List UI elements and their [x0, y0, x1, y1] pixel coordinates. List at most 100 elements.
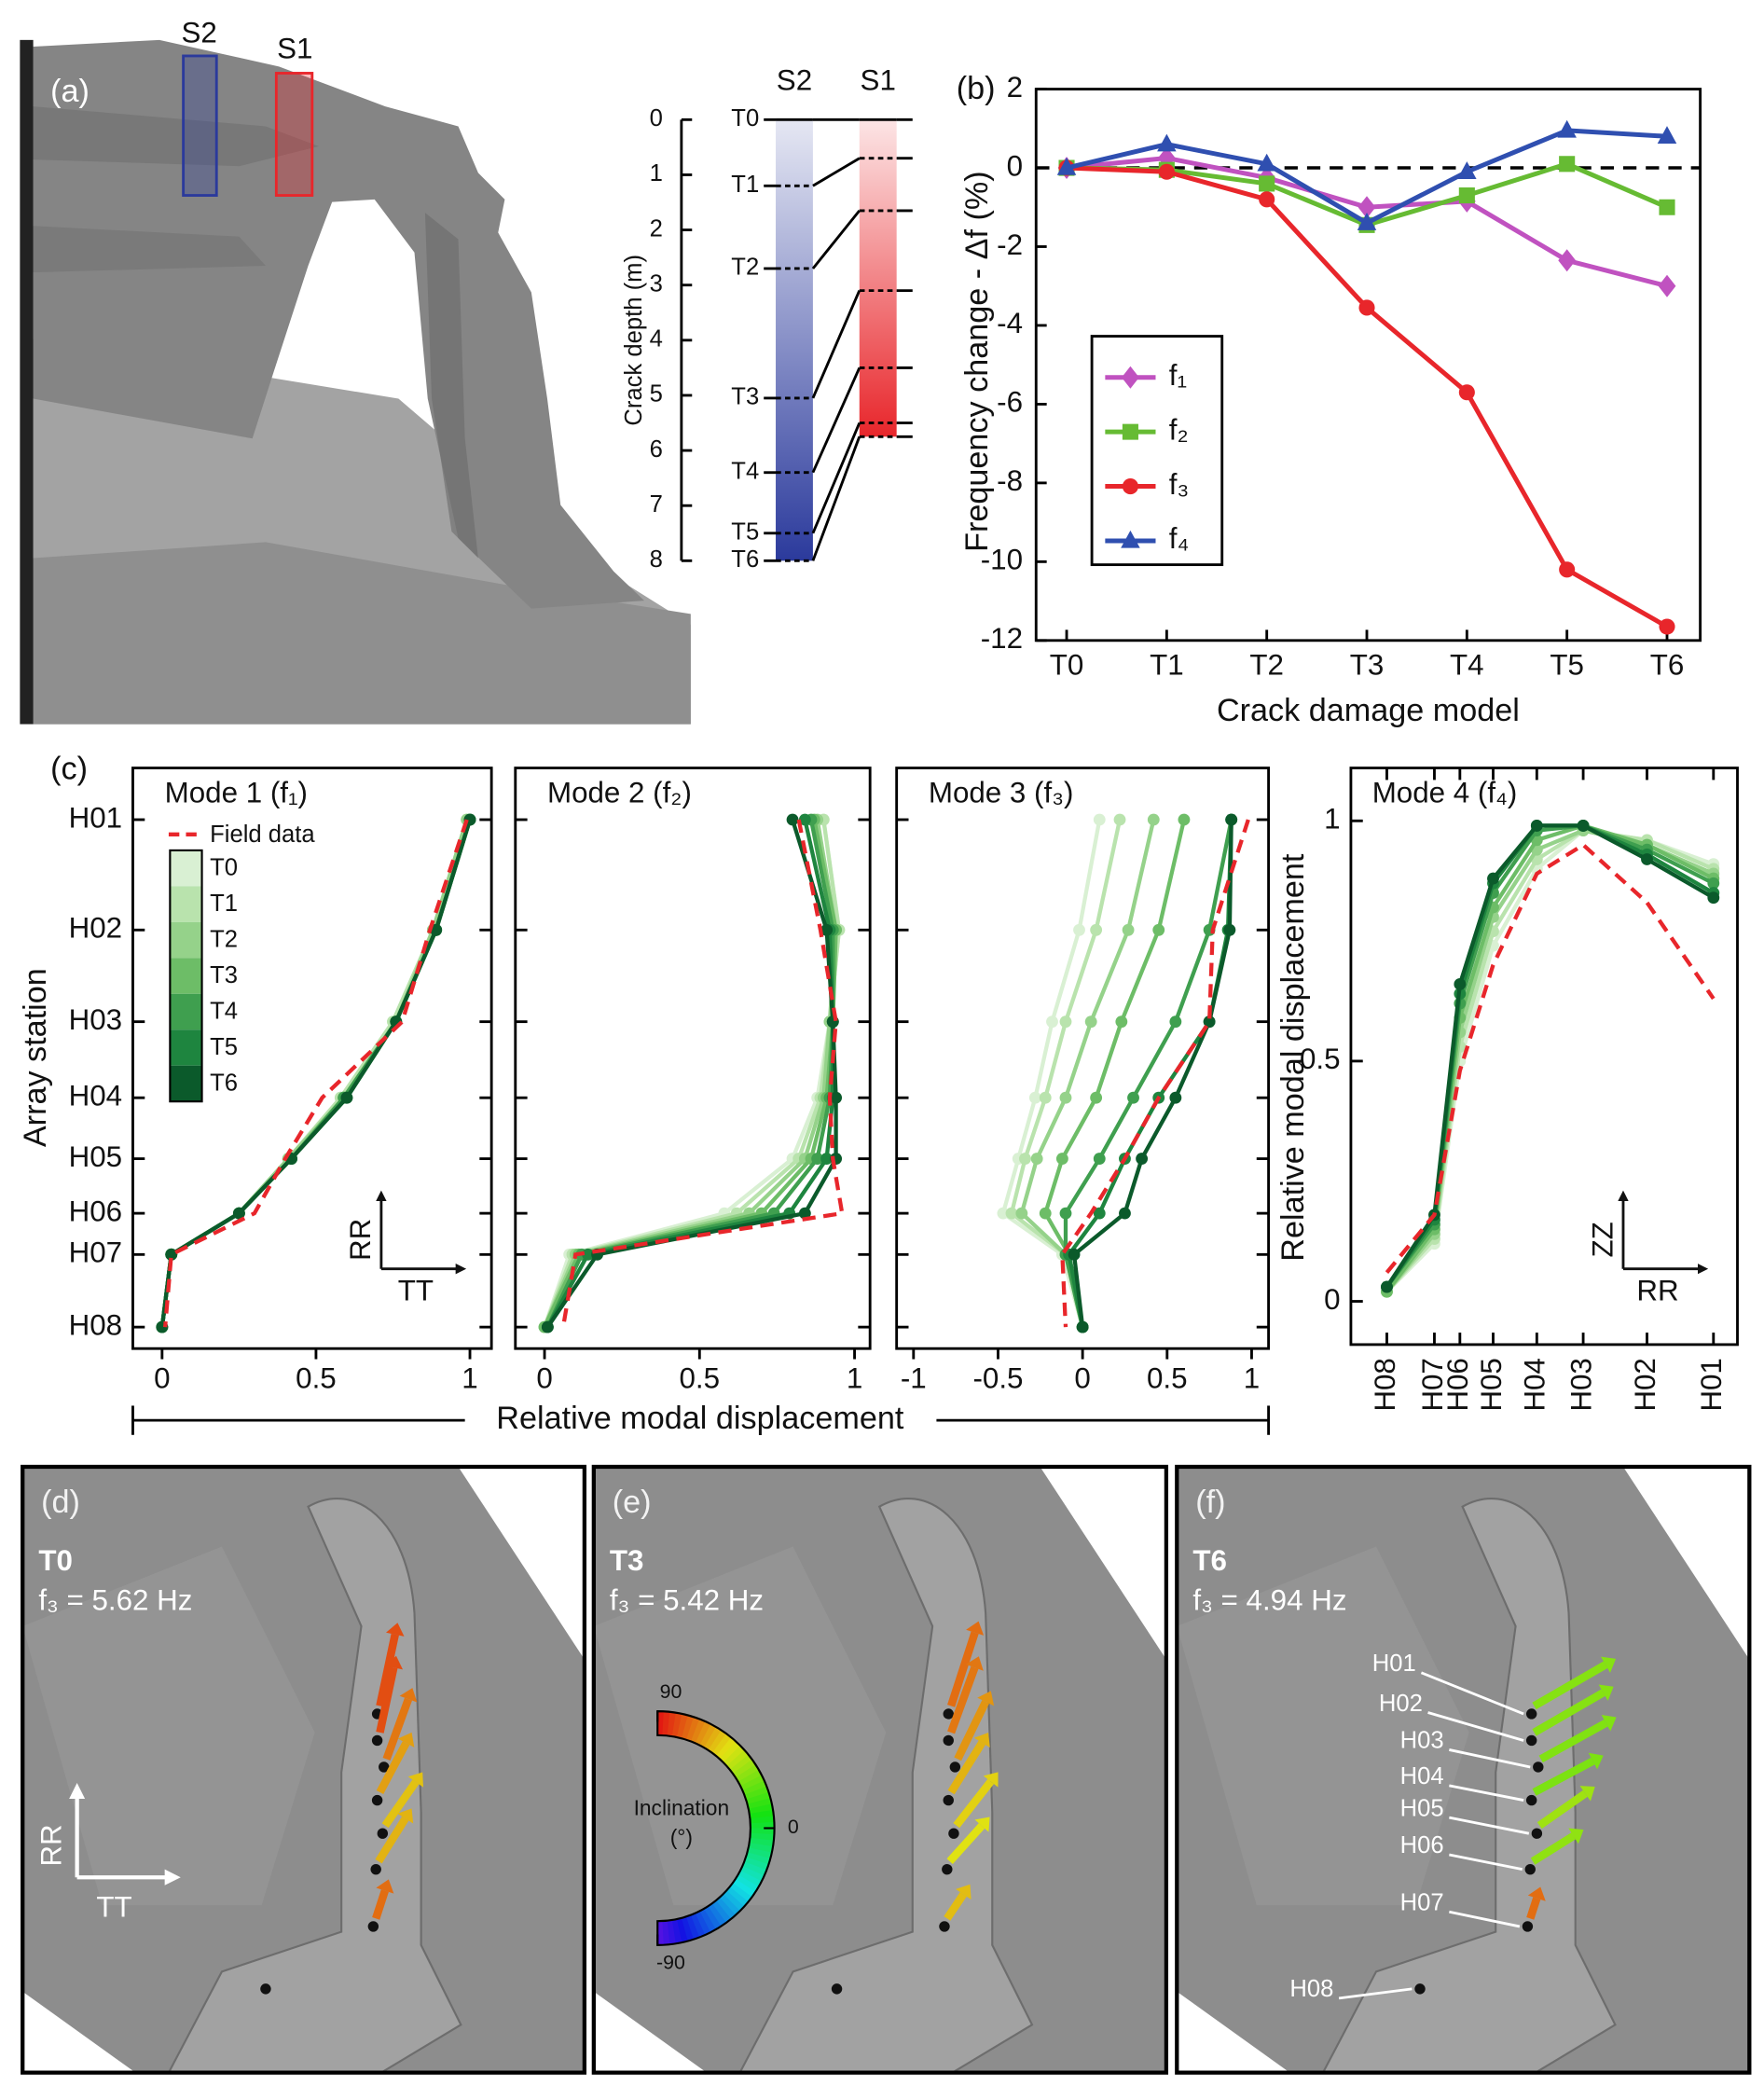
colorbar-segment	[704, 1905, 723, 1930]
marker	[1530, 820, 1543, 832]
y-tick-label: -2	[997, 228, 1023, 261]
axes-frame	[1349, 767, 1739, 1347]
model-label: T3	[610, 1544, 644, 1577]
panel-label: (b)	[957, 71, 996, 106]
colorbar-segment	[671, 1712, 682, 1737]
y-tick-label: 0.5	[1300, 1043, 1341, 1075]
mode-arrowhead	[1601, 1715, 1617, 1732]
rock-render	[593, 1466, 1166, 2073]
frequency-label: f₃ = 5.62 Hz	[38, 1584, 192, 1617]
colorbar-frame	[656, 1710, 776, 1946]
marker	[1457, 161, 1477, 179]
mode-arrowhead	[1598, 1684, 1614, 1701]
marker	[1178, 813, 1191, 826]
series-line	[159, 819, 469, 1328]
colorbar-segment	[723, 1889, 745, 1912]
colorbar-segment	[671, 1918, 683, 1944]
station-leader	[1449, 1748, 1531, 1769]
marker	[820, 1153, 834, 1166]
station-dot	[370, 1863, 381, 1875]
y-axis-label: Crack depth (m)	[621, 255, 647, 426]
chart-title: Mode 4 (f₄)	[1372, 776, 1518, 808]
rock-surface	[22, 1546, 315, 1906]
mode-arrowhead	[397, 1808, 414, 1824]
colorbar-segment	[725, 1748, 749, 1770]
mode-arrow	[1530, 1832, 1576, 1865]
station-dot	[943, 1734, 954, 1747]
marker	[1115, 1015, 1128, 1029]
panel-frame	[21, 1464, 587, 2075]
mode-arrowhead	[1601, 1656, 1617, 1673]
crack-column	[859, 119, 897, 437]
legend-frame	[169, 849, 203, 1103]
marker	[1113, 813, 1126, 826]
y-tick-label: 0	[650, 105, 663, 131]
panel-label: (a)	[50, 74, 90, 109]
x-tick-label: 1	[847, 1362, 862, 1395]
marker	[820, 923, 834, 936]
colorbar-segment	[711, 1733, 732, 1756]
x-tick-label: H07	[1416, 1358, 1449, 1411]
station-label: H02	[1379, 1691, 1423, 1717]
marker	[1659, 199, 1675, 215]
mode-arrow	[946, 1823, 985, 1864]
marker	[1658, 274, 1676, 297]
mode-arrow	[953, 1778, 994, 1829]
x-tick-label: H08	[1369, 1358, 1401, 1411]
marker	[1559, 561, 1576, 578]
station-leader	[1449, 1853, 1523, 1872]
arch-rib	[167, 1498, 462, 2073]
colorbar-segment	[703, 1726, 722, 1750]
marker	[1090, 1091, 1103, 1104]
y-tick-label: 0	[1324, 1283, 1340, 1316]
mode-arrowhead	[376, 1879, 394, 1894]
mode-arrowhead	[386, 1623, 405, 1637]
legend-swatch	[170, 850, 202, 887]
y-tick-label: 3	[650, 270, 663, 297]
y-tick-label: H08	[69, 1308, 122, 1341]
crack-column	[776, 119, 813, 561]
x-axis-label: Crack damage model	[1217, 693, 1520, 728]
colorbar-segment	[686, 1914, 700, 1940]
colorbar-segment	[661, 1711, 670, 1736]
station-label: H06	[1400, 1832, 1444, 1858]
mode-arrowhead	[384, 1655, 404, 1670]
mode-arrow	[376, 1633, 399, 1707]
axis-glyph-label: TT	[96, 1891, 131, 1924]
colorbar-segment	[748, 1803, 774, 1814]
station-dot	[943, 1708, 954, 1720]
colorbar-segment	[740, 1865, 765, 1882]
colorbar-segment	[735, 1873, 760, 1892]
marker	[1073, 923, 1085, 936]
x-tick-label: H01	[1695, 1358, 1728, 1411]
mode-arrow	[1538, 1719, 1608, 1763]
colorbar-segment	[719, 1740, 740, 1762]
mode-arrowhead	[1588, 1752, 1604, 1770]
colorbar-segment	[695, 1720, 711, 1746]
station-dot	[260, 1983, 271, 1995]
y-tick-label: 7	[650, 491, 663, 518]
y-tick-label: 2	[650, 215, 663, 242]
marker	[1257, 153, 1276, 172]
legend-label: T5	[210, 1034, 238, 1060]
x-tick-label: T3	[1350, 649, 1385, 682]
series-line	[1000, 819, 1102, 1328]
legend-label: Field data	[210, 822, 315, 848]
rock-render	[22, 1466, 585, 2073]
station-leader	[1449, 1784, 1524, 1802]
depth-label: T5	[731, 519, 759, 546]
arch-model	[20, 39, 691, 725]
station-dot	[942, 1863, 953, 1875]
marker	[1357, 196, 1376, 219]
axis-glyph-label: RR	[344, 1219, 377, 1261]
mode-arrow	[954, 1700, 990, 1761]
station-leader	[1449, 1910, 1521, 1928]
station-leader	[1427, 1711, 1524, 1742]
field-line	[163, 819, 469, 1328]
legend-label: T2	[210, 927, 238, 953]
panel-label: (d)	[41, 1485, 80, 1520]
label-backdrop	[464, 1402, 937, 1440]
colorbar-segment	[681, 1715, 694, 1740]
section-label: S1	[277, 33, 312, 65]
colorbar-segment	[747, 1797, 772, 1809]
